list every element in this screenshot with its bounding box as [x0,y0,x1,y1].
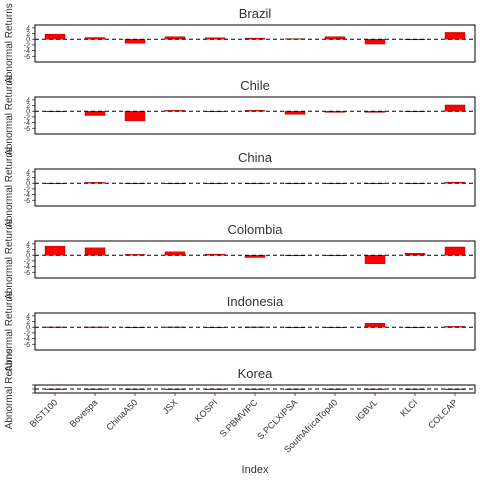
bar [124,39,146,44]
bar [364,388,386,390]
y-tick-label: 2 [26,247,30,254]
panel-title: Korea [238,366,273,381]
y-tick-label: 0 [26,109,30,116]
bar [444,104,466,112]
y-tick-label: 4 [26,241,30,248]
bar [84,111,106,116]
y-tick-label: -2 [24,42,30,49]
y-tick-label: 0 [26,253,30,260]
bar [204,388,226,390]
bar [44,183,66,185]
y-axis-label: Abnormal Returns [4,349,15,430]
x-tick-label: ChinaA50 [104,397,139,432]
x-axis-title: Index [242,464,269,476]
y-tick-label: 4 [26,169,30,176]
x-tick-label: JSX [161,397,180,416]
bar [204,111,226,113]
bar [444,246,466,256]
bar [124,111,146,122]
panel-title: Chile [240,78,270,93]
y-tick-label: -4 [24,264,30,271]
y-tick-label: -4 [24,48,30,55]
y-tick-label: 2 [26,175,30,182]
bar [204,37,226,40]
x-tick-label: KOSPI [193,397,220,424]
y-tick-label: 2 [26,31,30,38]
bar [364,255,386,264]
bar [44,33,66,40]
x-tick-label: Bovespa [68,397,100,429]
bar [364,323,386,328]
bar [164,251,186,256]
y-axis-label: Abnormal Returns [4,75,15,156]
y-tick-label: 4 [26,25,30,32]
x-tick-label: IGBVL [354,397,380,423]
bar [44,388,66,390]
y-tick-label: 2 [26,319,30,326]
panel-frame [34,312,476,351]
panel-title: Brazil [239,6,272,21]
y-tick-label: -2 [24,258,30,265]
bar [44,245,66,256]
bar [364,39,386,45]
x-tick-label: S.PCLXIPSA [255,397,299,441]
y-axis-label: Abnormal Returns [4,147,15,228]
x-tick-label: BIST100 [28,397,60,429]
bar [204,327,226,329]
y-axis-label: Abnormal Returns [4,3,15,84]
y-tick-label: 2 [26,103,30,110]
panel-frame [34,168,476,207]
panel-title: China [238,150,273,165]
y-tick-label: -6 [24,126,30,133]
panel-frame [34,96,476,135]
bar [204,253,226,256]
x-tick-label: S.PBMVIPC [218,397,260,439]
y-tick-label: 0 [26,37,30,44]
x-tick-label: COLCAP [426,397,459,430]
bar [44,326,66,328]
x-tick-label: KLCI [398,397,419,418]
y-tick-label: -4 [24,336,30,343]
y-axis-label: Abnormal Returns [4,219,15,300]
bar [444,32,466,40]
y-tick-label: -6 [24,342,30,349]
y-tick-label: -4 [24,192,30,199]
bar [324,36,346,40]
bar [324,255,346,257]
y-tick-label: -2 [24,186,30,193]
bar [324,111,346,113]
panel-frame [34,240,476,279]
y-tick-label: -6 [24,54,30,61]
y-tick-label: 0 [26,325,30,332]
y-tick-label: 4 [26,97,30,104]
y-tick-label: 0 [26,181,30,188]
y-tick-label: -6 [24,198,30,205]
bar [204,183,226,185]
bar [44,111,66,113]
y-axis-label: Abnormal Returns [4,291,15,372]
bar [324,388,346,390]
panel-title: Colombia [228,222,284,237]
bar [364,183,386,185]
panel-frame [34,24,476,63]
y-tick-label: -4 [24,120,30,127]
bar [84,247,106,256]
panel-title: Indonesia [227,294,284,309]
y-tick-label: 4 [26,313,30,320]
bar [324,183,346,185]
y-tick-label: -6 [24,270,30,277]
bar [324,327,346,329]
y-tick-label: -2 [24,330,30,337]
bar [364,111,386,113]
y-tick-label: -2 [24,114,30,121]
